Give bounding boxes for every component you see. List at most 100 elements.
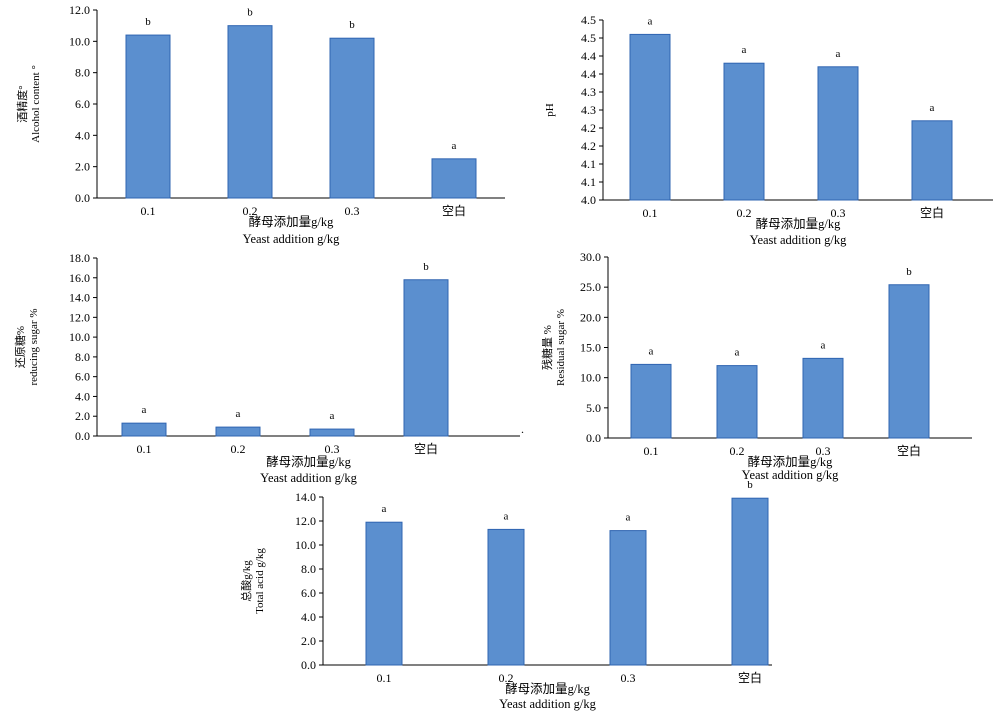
x-axis-label: Yeast addition g/kg <box>750 233 847 247</box>
significance-label: a <box>504 510 509 522</box>
y-tick-label: 30.0 <box>580 250 601 264</box>
y-tick-label: 4.2 <box>581 139 596 153</box>
y-tick-label: 10.0 <box>295 538 316 552</box>
y-tick-label: 4.4 <box>581 49 596 63</box>
y-tick-label: 10.0 <box>580 371 601 385</box>
x-tick-label: 0.3 <box>345 204 360 218</box>
chart-ph: 4.0 4.1 4.1 4.2 4.2 4.3 4.3 4.4 4.4 4.5 4.5 a 0.1 a 0.… <box>544 13 993 247</box>
x-tick-label: 空白 <box>442 203 466 218</box>
significance-label: a <box>821 339 826 351</box>
significance-label: a <box>142 404 147 416</box>
y-axis-label: Total acid g/kg <box>254 548 266 614</box>
x-tick-label: 0.3 <box>831 206 846 220</box>
x-axis-label: Yeast addition g/kg <box>243 232 340 246</box>
bar <box>487 528 525 666</box>
y-axis-label: reducing sugar % <box>28 309 40 386</box>
significance-label: a <box>742 44 747 56</box>
bar <box>227 25 273 199</box>
y-tick-label: 2.0 <box>301 634 316 648</box>
bar <box>329 37 375 199</box>
y-tick-label: 6.0 <box>75 97 90 111</box>
x-tick-label: 0.3 <box>621 671 636 685</box>
x-axis-label: 酵母添加量g/kg <box>748 455 833 469</box>
y-tick-label: 8.0 <box>75 350 90 364</box>
significance-label: a <box>382 503 387 515</box>
bar <box>431 158 477 199</box>
y-tick-label: 14.0 <box>69 291 90 305</box>
x-tick-label: 空白 <box>897 443 921 458</box>
x-tick-label: 0.2 <box>730 444 745 458</box>
x-tick-label: 空白 <box>738 670 762 685</box>
bar <box>630 363 672 439</box>
significance-label: b <box>423 261 429 273</box>
x-tick-label: 0.2 <box>737 206 752 220</box>
y-tick-label: 6.0 <box>301 586 316 600</box>
y-tick-label: 8.0 <box>301 562 316 576</box>
y-tick-label: 20.0 <box>580 310 601 324</box>
x-axis-label: Yeast addition g/kg <box>742 468 839 482</box>
y-tick-label: 4.0 <box>581 193 596 207</box>
y-tick-label: 2.0 <box>75 160 90 174</box>
x-tick-label: 空白 <box>414 441 438 456</box>
y-axis-label: Residual sugar % <box>555 309 567 386</box>
x-axis-label: 酵母添加量g/kg <box>249 215 334 229</box>
x-axis-label: 酵母添加量g/kg <box>505 682 590 696</box>
y-tick-label: 2.0 <box>75 409 90 423</box>
significance-label: b <box>247 7 253 19</box>
y-tick-label: 0.0 <box>586 431 601 445</box>
x-axis-label: Yeast addition g/kg <box>499 697 596 711</box>
y-tick-label: 6.0 <box>75 370 90 384</box>
significance-label: a <box>648 15 653 27</box>
y-tick-label: 18.0 <box>69 251 90 265</box>
x-tick-label: 0.1 <box>644 444 659 458</box>
significance-label: a <box>236 408 241 420</box>
x-tick-label: 0.1 <box>377 671 392 685</box>
x-tick-label: 0.3 <box>816 444 831 458</box>
y-tick-label: 4.1 <box>581 157 596 171</box>
x-tick-label: 0.1 <box>141 204 156 218</box>
bar <box>802 357 844 439</box>
y-tick-label: 25.0 <box>580 280 601 294</box>
y-tick-label: 12.0 <box>295 514 316 528</box>
y-tick-label: 4.0 <box>301 610 316 624</box>
significance-label: a <box>836 48 841 60</box>
bar <box>309 428 355 437</box>
bar <box>817 66 859 201</box>
y-tick-label: 4.1 <box>581 175 596 189</box>
significance-label: a <box>452 140 457 152</box>
y-tick-label: 0.0 <box>75 191 90 205</box>
x-axis-label: Yeast addition g/kg <box>260 471 357 485</box>
bar <box>365 521 403 666</box>
significance-label: a <box>330 410 335 422</box>
bar <box>911 120 953 201</box>
bar <box>716 365 758 439</box>
x-tick-label: 0.1 <box>643 206 658 220</box>
x-tick-label: 0.3 <box>325 442 340 456</box>
significance-label: a <box>626 512 631 524</box>
x-tick-label: 空白 <box>920 205 944 220</box>
significance-label: b <box>747 479 753 491</box>
chart-reducing-sugar: 0.0 2.0 4.0 6.0 8.0 10.0 12.0 14.0 16.0 18.0 a 0.1 a… <box>13 251 520 485</box>
chart-alcohol: 0.0 2.0 4.0 6.0 8.0 10.0 12.0 b 0.1 b 0.2 b 0.3 a 空白酵母… <box>15 3 505 246</box>
y-tick-label: 4.0 <box>75 128 90 142</box>
stray-dot: . <box>521 422 524 436</box>
y-tick-label: 0.0 <box>75 429 90 443</box>
y-tick-label: 14.0 <box>295 490 316 504</box>
y-tick-label: 16.0 <box>69 271 90 285</box>
y-tick-label: 10.0 <box>69 34 90 48</box>
significance-label: b <box>349 19 355 31</box>
y-axis-label: 残糖量 % <box>540 325 554 370</box>
y-axis-label: 还原糖% <box>13 326 27 368</box>
bar <box>125 34 171 199</box>
y-tick-label: 12.0 <box>69 310 90 324</box>
y-axis-label: pH <box>544 103 556 117</box>
y-tick-label: 4.0 <box>75 389 90 403</box>
y-tick-label: 4.4 <box>581 67 596 81</box>
chart-total-acid: 0.0 2.0 4.0 6.0 8.0 10.0 12.0 14.0 a 0.1 a 0.2 a 0.3 b… <box>239 479 772 711</box>
x-tick-label: 0.2 <box>243 204 258 218</box>
y-axis-label: 总酸g/kg <box>239 560 253 602</box>
y-axis-label: Alcohol content ° <box>30 65 42 143</box>
y-tick-label: 5.0 <box>586 401 601 415</box>
bar <box>723 62 765 201</box>
